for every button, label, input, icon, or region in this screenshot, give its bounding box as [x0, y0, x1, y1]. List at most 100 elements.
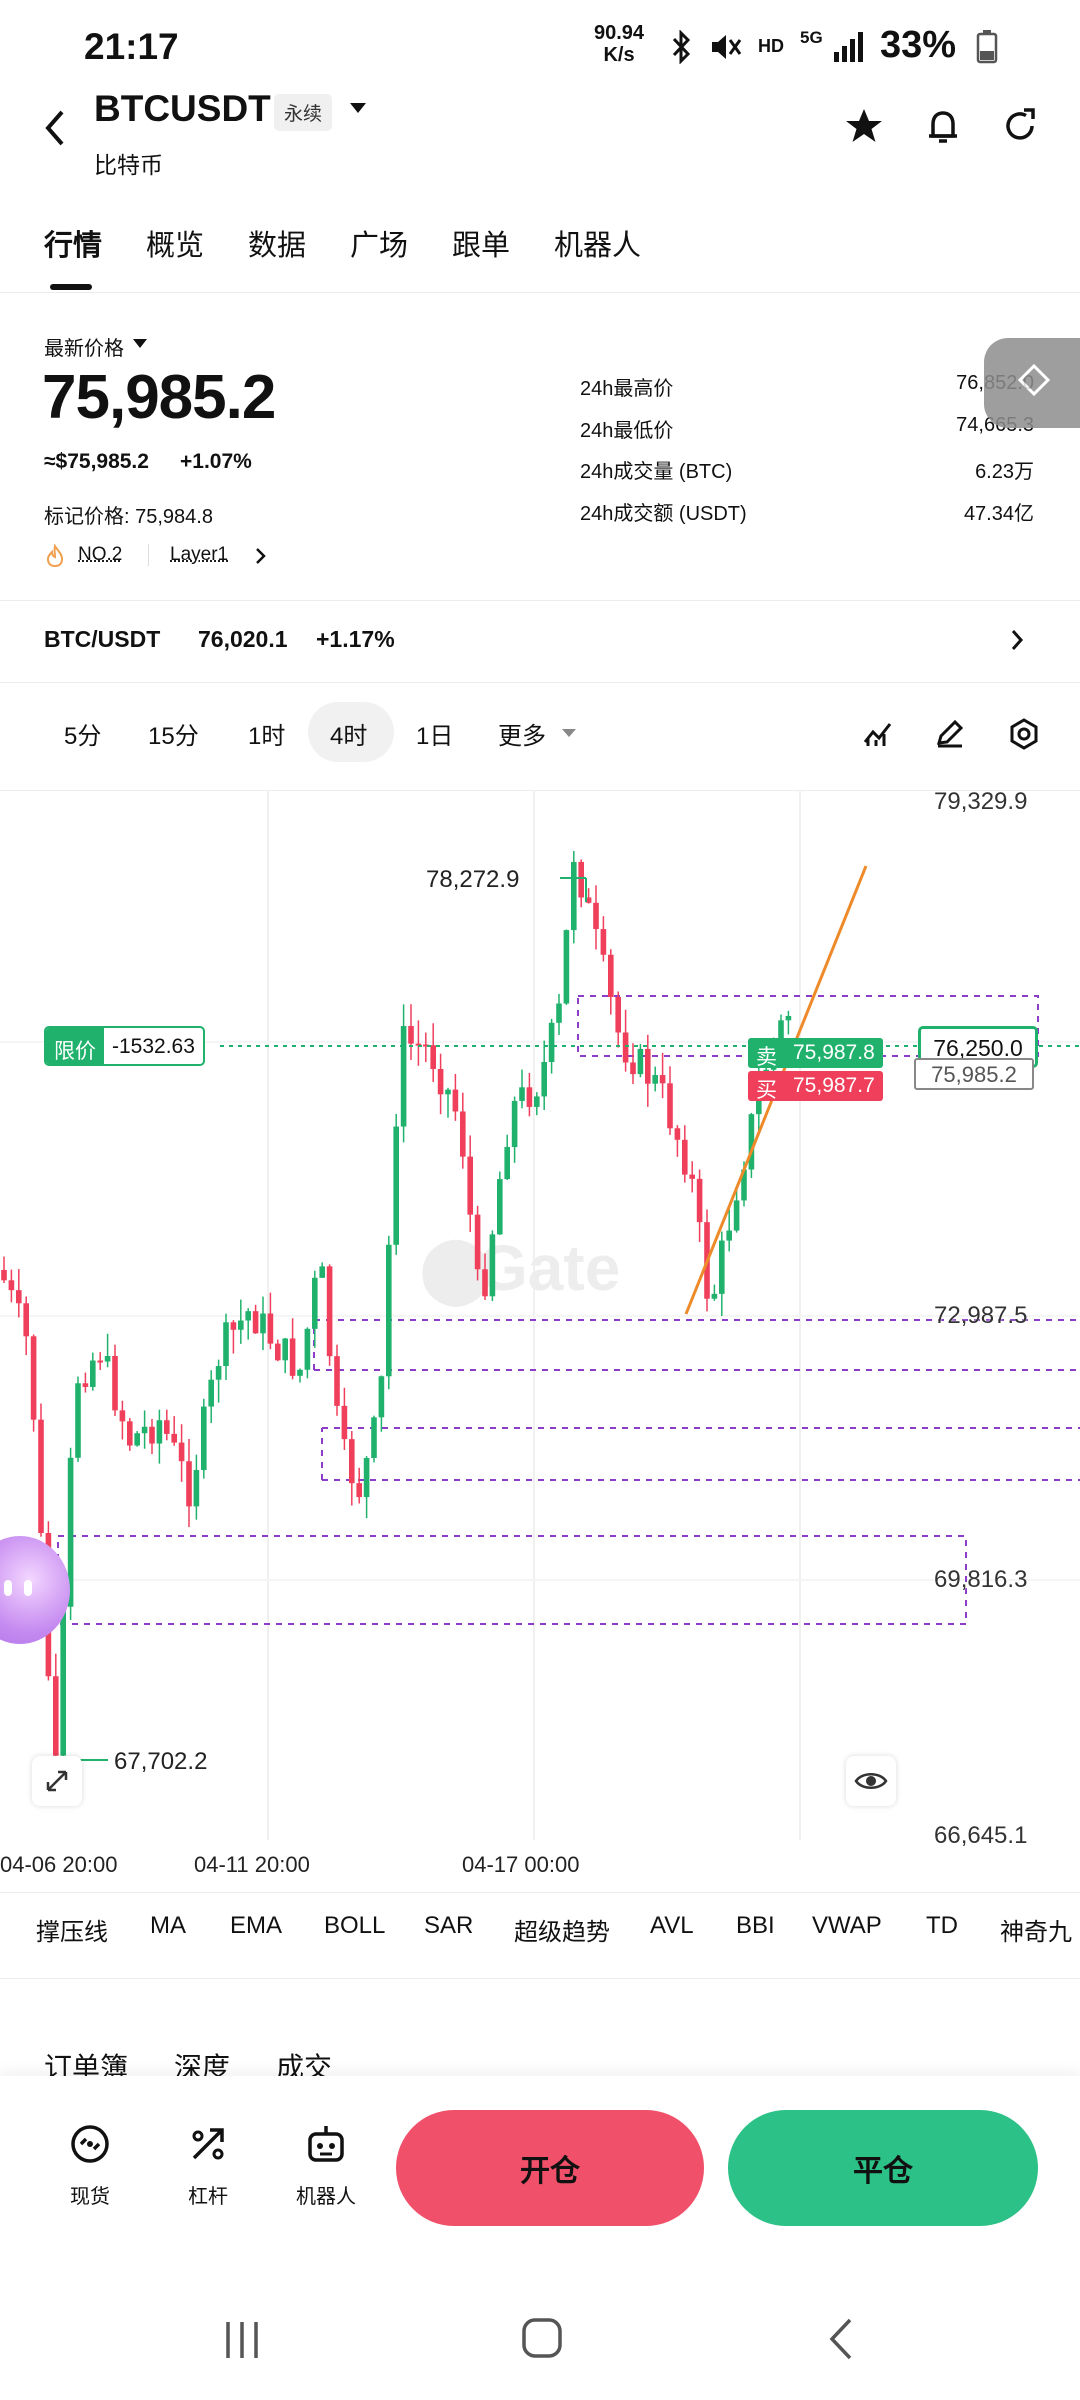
limit-order-tag[interactable]: 限价 -1532.63 — [44, 1026, 205, 1066]
stat-label-low: 24h最低价 — [580, 414, 673, 443]
tab-bots[interactable]: 机器人 — [554, 222, 641, 264]
swap-icon — [1014, 362, 1054, 402]
candle-body — [201, 1407, 207, 1470]
close-position-button[interactable]: 平仓 — [728, 2110, 1038, 2226]
action-robot[interactable]: 机器人 — [276, 2120, 376, 2209]
fullscreen-button[interactable] — [32, 1756, 82, 1806]
tf-more[interactable]: 更多 — [498, 716, 546, 751]
price-type-dropdown-icon[interactable] — [132, 336, 148, 355]
y-label-mid: 72,987.5 — [934, 1302, 1027, 1330]
candle-body — [142, 1427, 148, 1433]
limit-tag-value: -1532.63 — [104, 1028, 203, 1064]
indicator-sr[interactable]: 撑压线 — [36, 1912, 108, 1947]
indicator-ma[interactable]: MA — [150, 1912, 186, 1940]
open-position-button[interactable]: 开仓 — [396, 2110, 704, 2226]
candle-body — [371, 1417, 377, 1458]
candle-body — [519, 1087, 525, 1101]
category-tag[interactable]: Layer1 — [170, 544, 228, 566]
chart-settings-icon[interactable] — [1008, 718, 1040, 755]
tab-data[interactable]: 数据 — [248, 222, 306, 264]
contract-badge: 永续 — [274, 94, 332, 131]
buy-price-tag[interactable]: 买 75,987.7 — [748, 1071, 883, 1101]
indicator-bbi[interactable]: BBI — [736, 1912, 775, 1940]
indicator-magic-nine[interactable]: 神奇九 — [1000, 1912, 1080, 1947]
candle-body — [786, 1016, 792, 1020]
symbol-title[interactable]: BTCUSDT — [94, 88, 271, 130]
floating-widget[interactable] — [984, 338, 1080, 428]
candle-body — [194, 1470, 200, 1506]
last-price-label[interactable]: 最新价格 — [44, 332, 124, 361]
symbol-dropdown-icon[interactable] — [348, 100, 368, 121]
candle-body — [38, 1420, 44, 1533]
action-leverage[interactable]: 杠杆 — [158, 2120, 258, 2209]
candle-body — [438, 1069, 444, 1094]
buy-price: 75,987.7 — [785, 1071, 883, 1101]
indicator-td[interactable]: TD — [926, 1912, 958, 1940]
tf-1d[interactable]: 1日 — [416, 716, 453, 751]
candle-body — [90, 1361, 96, 1387]
mute-icon — [708, 30, 744, 69]
tab-square[interactable]: 广场 — [350, 222, 408, 264]
bluetooth-icon — [666, 30, 696, 69]
indicator-icon[interactable] — [862, 718, 894, 753]
candle-body — [689, 1175, 695, 1179]
x-label-1: 04-06 20:00 — [0, 1852, 117, 1878]
candle-body — [734, 1200, 740, 1230]
spot-pair[interactable]: BTC/USDT — [44, 626, 160, 653]
category-chevron-icon[interactable] — [254, 546, 268, 571]
nav-recents-icon[interactable] — [220, 2318, 264, 2367]
indicator-sar[interactable]: SAR — [424, 1912, 473, 1940]
usd-price: ≈$75,985.2 — [44, 450, 149, 474]
candle-body — [231, 1322, 237, 1329]
draw-icon[interactable] — [934, 718, 966, 753]
tf-more-dropdown-icon[interactable] — [560, 726, 578, 745]
candle-body — [712, 1294, 718, 1299]
y-label-lower: 69,816.3 — [934, 1566, 1027, 1594]
candlestick-chart[interactable]: ⬤ Gate — [0, 790, 1080, 1890]
tf-4h[interactable]: 4时 — [330, 716, 367, 751]
indicator-boll[interactable]: BOLL — [324, 1912, 385, 1940]
spot-price: 76,020.1 — [198, 626, 288, 653]
candle-body — [453, 1090, 459, 1112]
back-icon[interactable] — [40, 108, 70, 153]
candle-body — [268, 1314, 274, 1344]
candle-body — [245, 1311, 251, 1320]
tf-15m[interactable]: 15分 — [148, 716, 199, 751]
tf-5m[interactable]: 5分 — [64, 716, 101, 751]
limit-tag-label: 限价 — [46, 1028, 104, 1064]
sell-price-tag[interactable]: 卖 75,987.8 — [748, 1038, 883, 1068]
star-icon[interactable] — [844, 106, 884, 151]
candle-body — [408, 1026, 414, 1044]
candle-body — [16, 1290, 22, 1303]
candle-body — [593, 903, 599, 929]
indicator-avl[interactable]: AVL — [650, 1912, 694, 1940]
refresh-icon[interactable] — [1000, 106, 1040, 151]
candle-body — [312, 1278, 318, 1329]
x-label-2: 04-11 20:00 — [194, 1852, 310, 1878]
candle-body — [253, 1311, 259, 1333]
indicator-supertrend[interactable]: 超级趋势 — [514, 1912, 610, 1947]
tab-market[interactable]: 行情 — [44, 222, 102, 264]
rank-tag[interactable]: NO.2 — [78, 544, 122, 566]
indicator-ema[interactable]: EMA — [230, 1912, 282, 1940]
candle-body — [282, 1338, 288, 1360]
candle-body — [490, 1234, 496, 1296]
bell-icon[interactable] — [924, 106, 962, 151]
nav-home-icon[interactable] — [520, 2316, 564, 2365]
action-spot[interactable]: 现货 — [40, 2120, 140, 2209]
nav-back-icon[interactable] — [826, 2316, 856, 2367]
stat-label-volume: 24h成交量 (BTC) — [580, 455, 732, 484]
candle-body — [393, 1127, 399, 1245]
visibility-button[interactable] — [846, 1756, 896, 1806]
action-spot-label: 现货 — [70, 2186, 110, 2208]
candle-body — [179, 1443, 185, 1462]
spot-chevron-icon[interactable] — [1010, 628, 1024, 657]
candle-body — [208, 1380, 214, 1407]
indicator-vwap[interactable]: VWAP — [812, 1912, 882, 1940]
tab-copytrade[interactable]: 跟单 — [452, 222, 510, 264]
tab-overview[interactable]: 概览 — [146, 222, 204, 264]
candle-body — [615, 997, 621, 1032]
candle-body — [134, 1433, 140, 1445]
candle-body — [127, 1421, 133, 1445]
tf-1h[interactable]: 1时 — [248, 716, 285, 751]
